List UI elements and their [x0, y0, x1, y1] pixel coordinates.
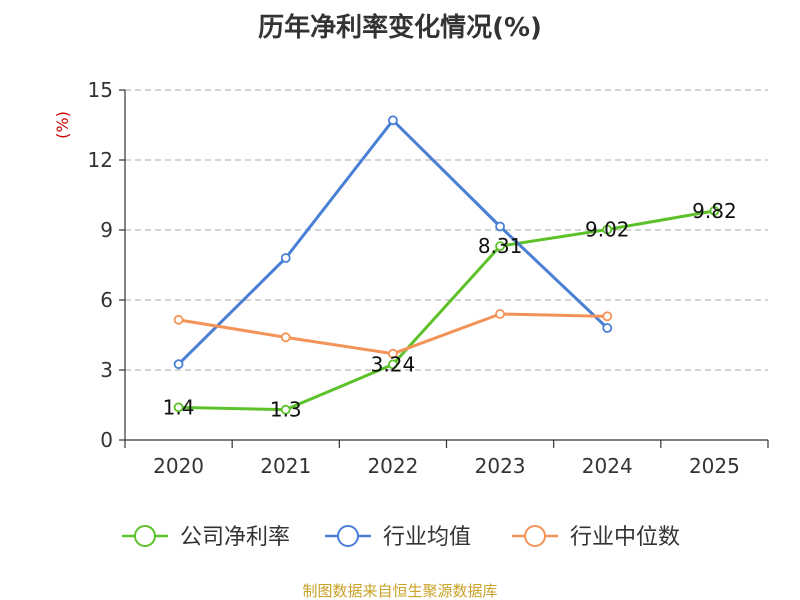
y-tick-label: 3	[100, 358, 113, 382]
data-point	[280, 332, 291, 343]
axes: 0 3 6 9 12 15 2020 2021 2022 2023 2024 2025	[88, 78, 769, 478]
data-point	[495, 241, 505, 252]
x-tick-label: 2020	[153, 454, 204, 478]
legend-marker	[337, 525, 359, 547]
chart-title: 历年净利率变化情况(%)	[258, 12, 542, 43]
legend-label: 行业中位数	[570, 525, 680, 550]
data-point	[495, 221, 505, 232]
x-tick-label: 2024	[582, 454, 633, 478]
data-point	[173, 402, 184, 413]
data-label: 3.24	[371, 352, 416, 376]
data-label: 8.31	[478, 234, 523, 258]
x-tick-label: 2025	[689, 454, 740, 478]
data-point	[495, 309, 505, 319]
series-line	[177, 118, 609, 366]
x-tick-label: 2021	[260, 454, 311, 478]
grid-lines	[125, 89, 768, 371]
data-point	[602, 323, 613, 333]
legend-marker	[524, 525, 546, 547]
data-point	[602, 224, 613, 235]
y-tick-label: 0	[100, 428, 113, 452]
x-tick-label: 2023	[475, 454, 526, 478]
data-point	[280, 404, 291, 415]
legend-marker	[134, 525, 156, 547]
data-label: 1.4	[163, 395, 195, 419]
y-unit-label: (%)	[53, 111, 72, 139]
data-point	[388, 348, 398, 359]
y-tick-label: 6	[100, 288, 113, 312]
source-note: 制图数据来自恒生聚源数据库	[302, 582, 497, 600]
legend-label: 公司净利率	[180, 525, 290, 550]
data-label: 9.82	[692, 199, 737, 223]
data-point	[173, 359, 184, 370]
data-point	[388, 359, 398, 370]
data-point	[173, 314, 184, 325]
series-line	[178, 209, 715, 412]
data-label: 1.3	[270, 398, 302, 422]
data-labels: 1.4 1.3 3.24 8.31 9.02 9.82	[163, 199, 737, 422]
data-point	[280, 253, 291, 263]
y-tick-label: 12	[88, 148, 113, 172]
legend-label: 行业均值	[383, 525, 471, 550]
series-line	[178, 312, 608, 356]
data-point	[709, 205, 720, 216]
x-tick-label: 2022	[367, 454, 418, 478]
legend: 公司净利率 行业均值 行业中位数	[122, 525, 680, 550]
data-point	[388, 115, 398, 126]
data-point	[602, 311, 613, 322]
y-tick-label: 15	[88, 78, 113, 102]
y-tick-label: 9	[100, 218, 113, 242]
data-label: 9.02	[585, 218, 630, 242]
series-group	[173, 115, 720, 415]
